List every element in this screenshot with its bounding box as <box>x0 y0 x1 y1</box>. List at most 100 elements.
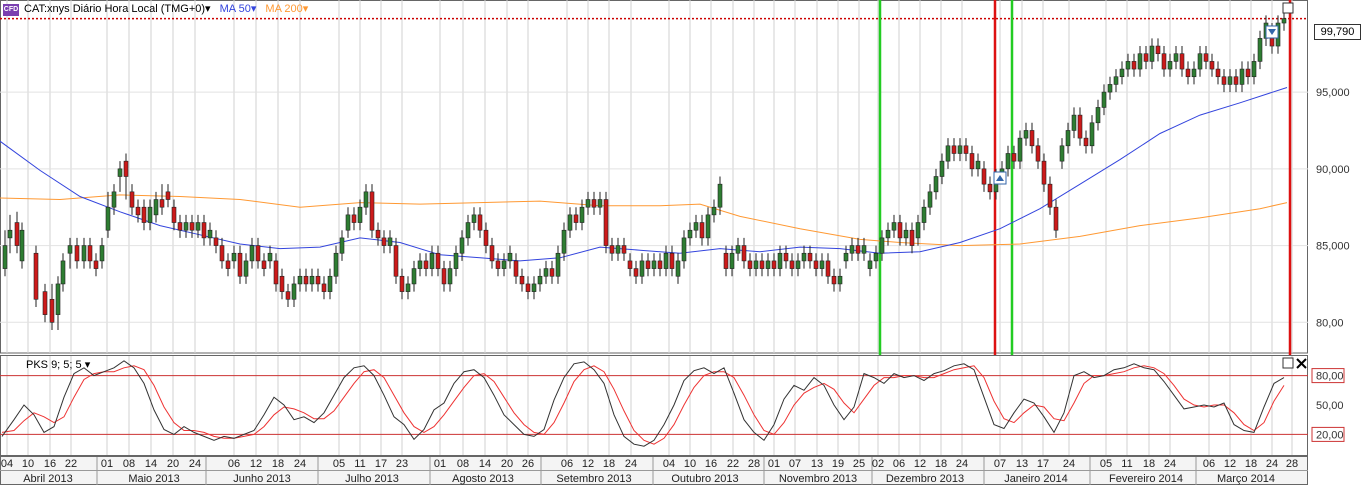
candle-body <box>60 260 66 285</box>
candle-body <box>753 260 759 269</box>
candle-body <box>255 245 261 262</box>
candle-body <box>837 275 843 285</box>
candle-body <box>369 191 375 231</box>
candle-body <box>363 191 369 208</box>
close-osc-pane-icon[interactable] <box>1296 358 1307 369</box>
candle-body <box>237 252 243 277</box>
maximize-pane-icon[interactable] <box>1282 2 1294 14</box>
candle-body <box>1125 61 1131 70</box>
candle-body <box>777 252 783 269</box>
candle-body <box>477 214 483 231</box>
candle-body <box>435 252 441 269</box>
candle-body <box>975 160 981 170</box>
day-tick-label: 06 <box>893 458 905 470</box>
candle-body <box>693 222 699 231</box>
day-tick-label: 23 <box>396 458 408 470</box>
ma50-legend[interactable]: MA 50 <box>219 3 251 15</box>
candle-body <box>309 275 315 285</box>
candle-body <box>525 283 531 292</box>
candle-body <box>117 168 123 177</box>
candle-body <box>981 168 987 185</box>
oscillator-dropdown-icon[interactable]: ▾ <box>84 359 91 371</box>
maximize-osc-pane-icon[interactable] <box>1282 357 1294 369</box>
oscillator-header[interactable]: PKS 9; 5; 5 ▾ <box>26 358 90 371</box>
month-label: Dezembro 2013 <box>886 473 964 485</box>
candle-body <box>1023 130 1029 139</box>
candle-body <box>453 252 459 269</box>
candle-body <box>1221 76 1227 85</box>
candle-body <box>243 260 249 277</box>
day-tick-label: 07 <box>789 458 801 470</box>
candle-body <box>699 222 705 239</box>
day-tick-label: 18 <box>603 458 615 470</box>
day-tick-label: 18 <box>1143 458 1155 470</box>
candle-body <box>345 214 351 231</box>
price-tick-label: 90,000 <box>1316 164 1350 176</box>
candle-body <box>867 260 873 269</box>
osc-d-line <box>1 365 1285 445</box>
candle-body <box>651 260 657 269</box>
candle-body <box>14 222 20 246</box>
day-tick-label: 08 <box>123 458 135 470</box>
day-tick-label: 10 <box>22 458 34 470</box>
candle-body <box>291 283 297 300</box>
ma50-dropdown-icon[interactable]: ▾ <box>250 3 257 15</box>
grid-lines <box>0 0 1308 485</box>
candle-body <box>951 145 957 154</box>
candle-body <box>2 245 8 269</box>
candle-body <box>933 176 939 193</box>
month-label: Novembro 2013 <box>779 473 857 485</box>
day-tick-label: 04 <box>663 458 675 470</box>
candle-body <box>1047 183 1053 208</box>
price-tick-label: 95,000 <box>1316 87 1350 99</box>
day-tick-label: 08 <box>457 458 469 470</box>
price-tick-label: 80,00 <box>1316 317 1344 329</box>
candle-body <box>519 275 525 285</box>
day-tick-label: 05 <box>333 458 345 470</box>
day-tick-label: 24 <box>625 458 637 470</box>
ma200-legend[interactable]: MA 200 <box>265 3 303 15</box>
candle-body <box>825 260 831 277</box>
candle-body <box>1119 68 1125 78</box>
candle-body <box>74 245 80 262</box>
candle-body <box>393 245 399 277</box>
buy-arrow-icon <box>996 175 1004 181</box>
candle-body <box>279 275 285 292</box>
day-tick-label: 01 <box>101 458 113 470</box>
candle-body <box>171 206 177 223</box>
ma200-line <box>0 194 1288 247</box>
day-tick-label: 18 <box>1245 458 1257 470</box>
current-price-label: 99,790 <box>1314 24 1361 40</box>
candle-body <box>513 260 519 277</box>
instrument-dropdown-icon[interactable]: ▾ <box>205 3 211 15</box>
candle-body <box>465 222 471 239</box>
chart-icons[interactable] <box>993 2 1307 369</box>
day-tick-label: 07 <box>994 458 1006 470</box>
day-tick-label: 20 <box>501 458 513 470</box>
candle-body <box>1017 137 1023 162</box>
candle-body <box>375 229 381 239</box>
instrument-title[interactable]: CAT:xnys Diário Hora Local (TMG+0) <box>24 3 206 15</box>
candle-body <box>105 206 111 231</box>
day-tick-label: 05 <box>1100 458 1112 470</box>
candle-body <box>639 260 645 277</box>
candle-body <box>1173 53 1179 62</box>
month-label: Julho 2013 <box>345 473 399 485</box>
day-tick-label: 18 <box>935 458 947 470</box>
day-tick-label: 01 <box>434 458 446 470</box>
candle-body <box>471 214 477 223</box>
day-tick-label: 24 <box>956 458 968 470</box>
candle-body <box>321 283 327 292</box>
ma200-dropdown-icon[interactable]: ▾ <box>302 3 309 15</box>
candle-body <box>861 245 867 254</box>
candle-body <box>339 237 345 254</box>
day-tick-label: 14 <box>145 458 157 470</box>
candle-body <box>1233 76 1239 85</box>
candle-body <box>657 260 663 269</box>
day-tick-label: 24 <box>189 458 201 470</box>
candle-body <box>501 260 507 269</box>
candle-body <box>831 275 837 285</box>
candle-body <box>705 214 711 239</box>
candle-body <box>1071 114 1077 131</box>
day-tick-label: 06 <box>1203 458 1215 470</box>
